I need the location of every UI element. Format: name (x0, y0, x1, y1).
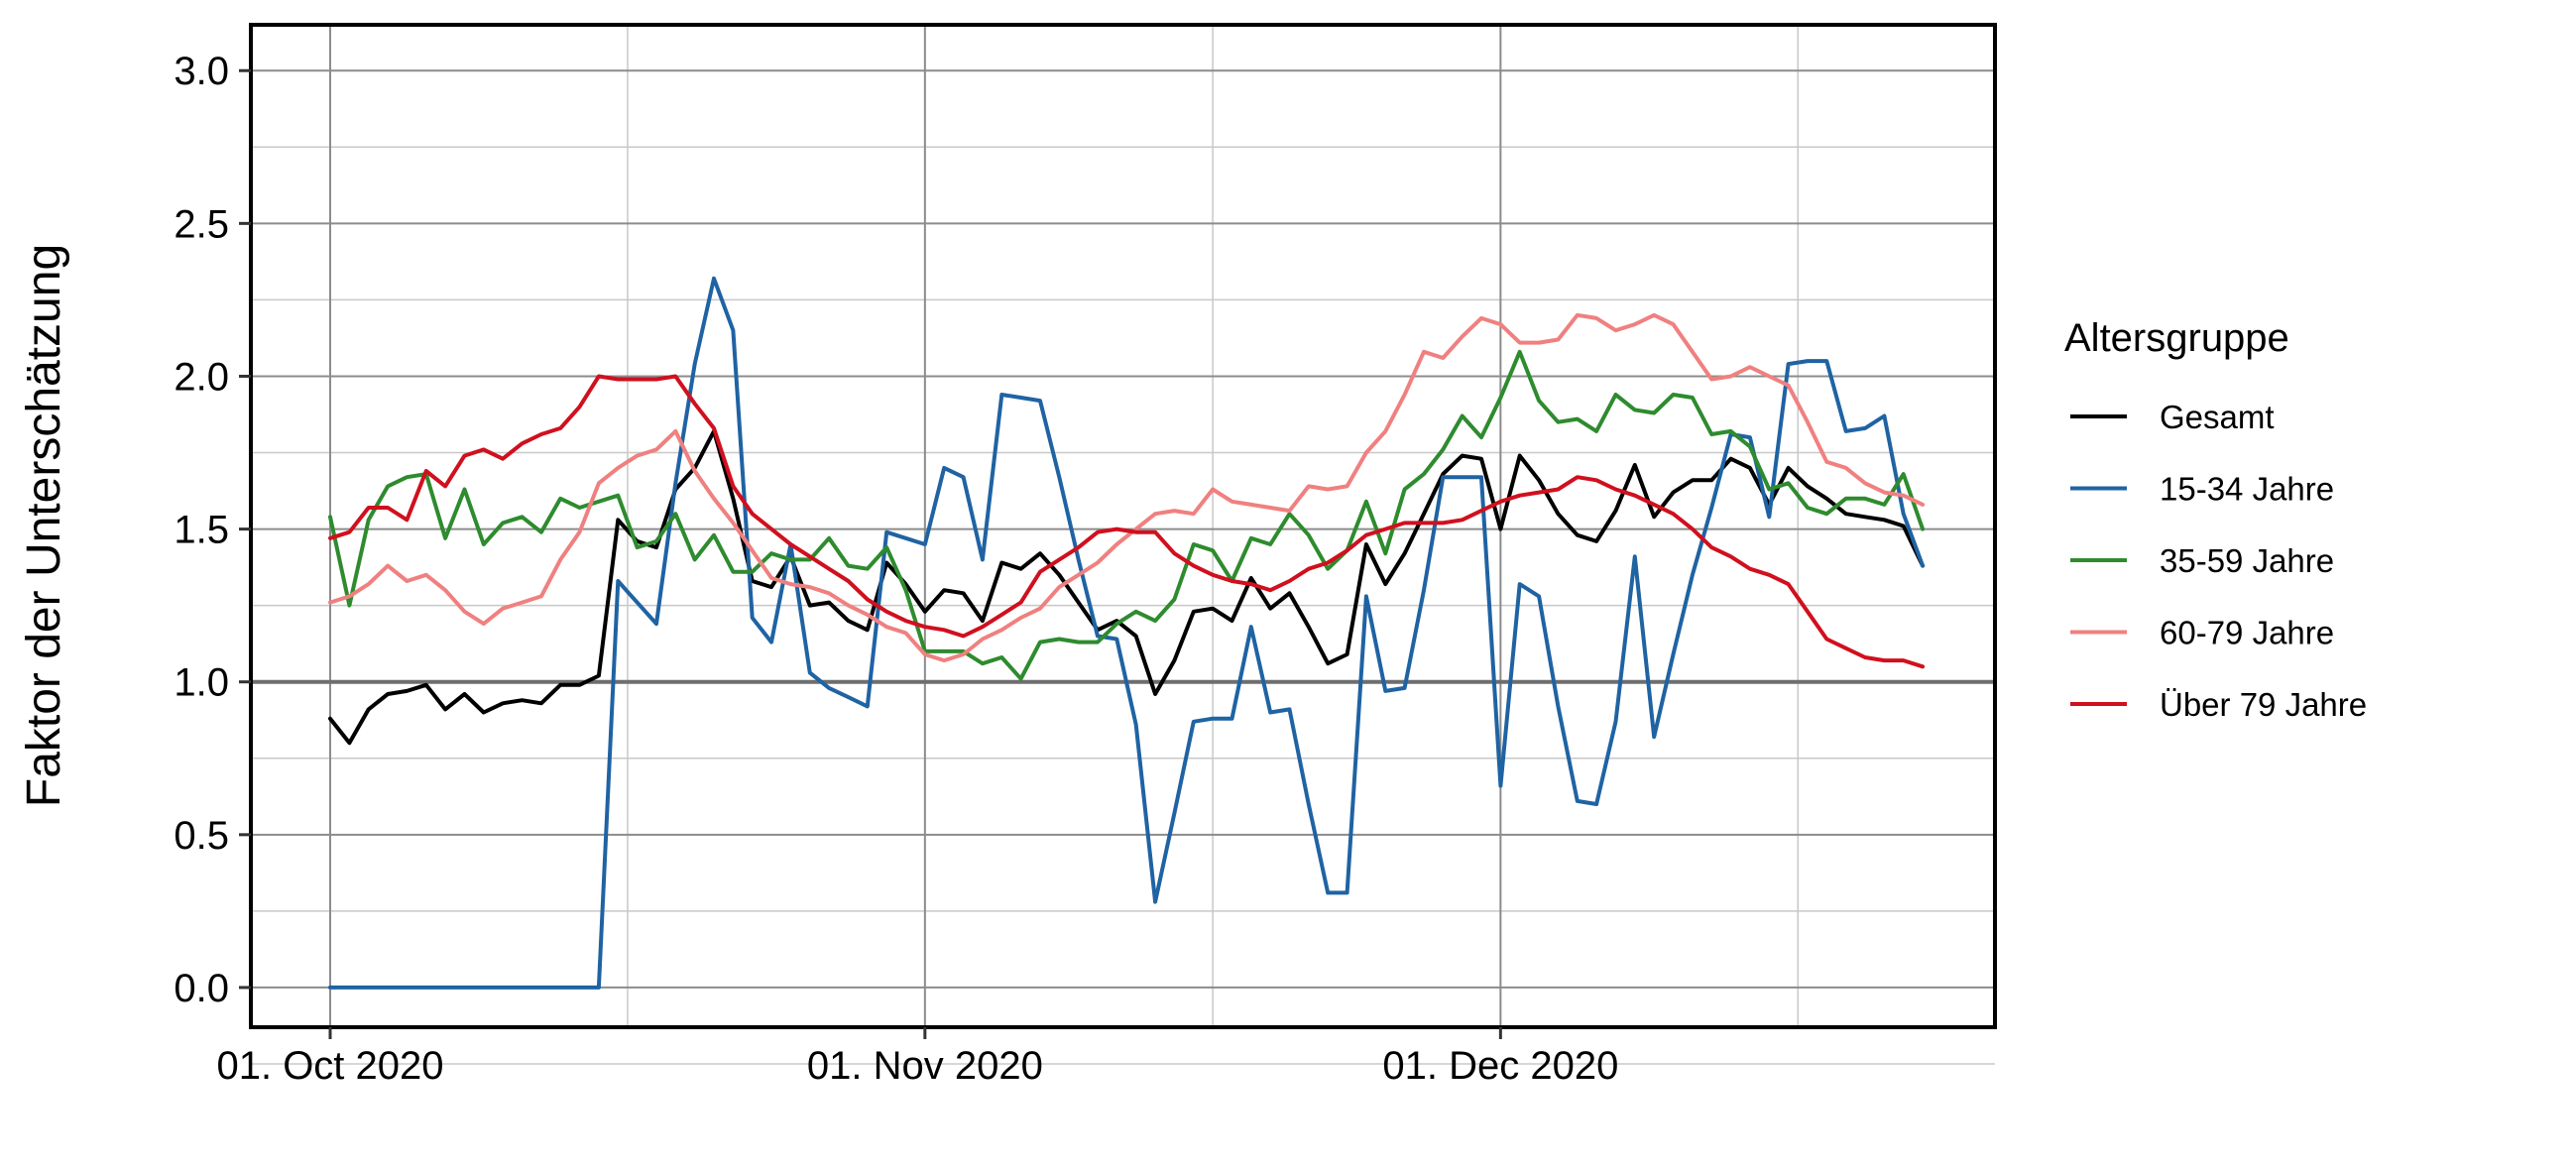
x-tick-label: 01. Nov 2020 (807, 1044, 1043, 1088)
y-tick-label: 0.0 (174, 967, 229, 1010)
x-tick-label: 01. Dec 2020 (1382, 1044, 1618, 1088)
plot-panel-border (249, 23, 1997, 1029)
y-axis: 0.0 0.5 1.0 1.5 2.0 2.5 3.0 (174, 50, 251, 1010)
y-axis-title: Faktor der Unterschätzung (18, 244, 70, 807)
y-tick-label: 2.5 (174, 202, 229, 246)
series-line-3 (328, 312, 1926, 663)
grid-minor (251, 25, 1995, 1065)
series-line-0 (328, 428, 1926, 746)
y-tick-label: 3.0 (174, 50, 229, 93)
legend-label-1: 15-34 Jahre (2160, 471, 2334, 508)
legend-items: Gesamt 15-34 Jahre 35-59 Jahre 60-79 Jahre Ü… (2070, 399, 2367, 723)
series-lines (328, 276, 1926, 990)
series-line-2 (328, 349, 1926, 681)
series-line-1 (328, 276, 1926, 990)
y-tick-label: 1.5 (174, 509, 229, 552)
x-axis: 01. Oct 2020 01. Nov 2020 01. Dec 2020 (216, 1027, 1618, 1088)
y-tick-label: 1.0 (174, 661, 229, 705)
legend-label-2: 35-59 Jahre (2160, 542, 2334, 579)
legend-title: Altersgruppe (2064, 316, 2289, 360)
y-tick-label: 2.0 (174, 355, 229, 399)
y-tick-label: 0.5 (174, 814, 229, 858)
legend-label-3: 60-79 Jahre (2160, 615, 2334, 651)
x-tick-label: 01. Oct 2020 (216, 1044, 443, 1088)
legend-label-4: Über 79 Jahre (2160, 686, 2367, 723)
series-line-4 (328, 374, 1926, 669)
legend-label-0: Gesamt (2160, 399, 2275, 435)
legend: Altersgruppe Gesamt 15-34 Jahre 35-59 Jahr… (2064, 316, 2367, 723)
